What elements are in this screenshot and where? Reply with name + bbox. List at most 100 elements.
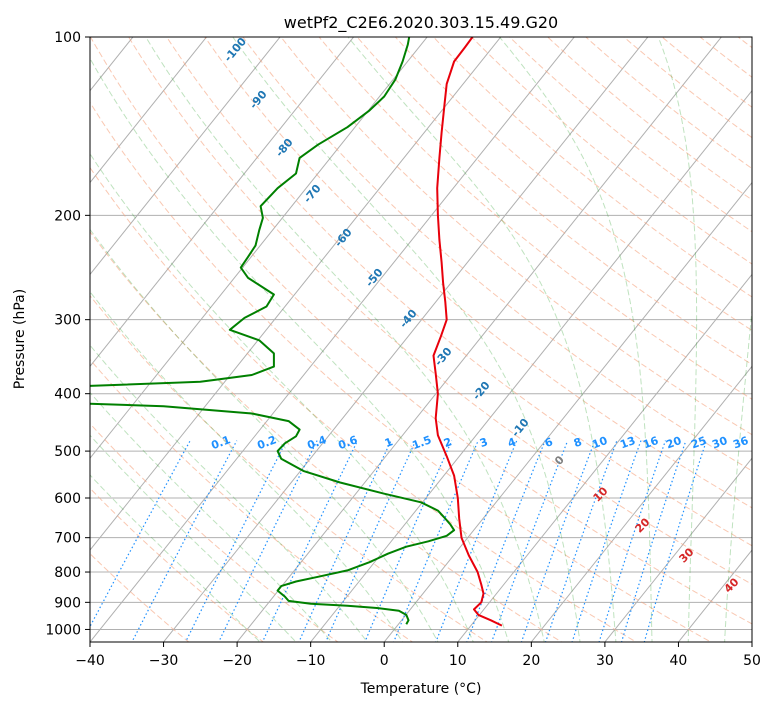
mixing-ratio-line [298,440,392,642]
x-tick-label: −40 [75,653,105,669]
moist-adiabat-line [498,37,653,642]
y-axis-label: Pressure (hPa) [12,289,28,389]
mixing-ratio-label: 1 [383,435,395,450]
mixing-ratio-line [261,440,359,642]
y-tick-label: 800 [54,565,81,581]
y-tick-label: 400 [54,387,81,403]
isotherm-line [457,273,752,642]
mixing-ratio-line [643,440,708,642]
mixing-ratio-line [325,440,417,642]
dry-adiabat-line [128,37,752,585]
x-tick-label: 30 [596,653,614,669]
mixing-ratio-line [598,440,667,642]
isotherm-line [90,37,428,460]
dry-adiabat-line [204,37,752,509]
mixing-ratio-line [544,440,618,642]
moist-adiabat-line [347,37,617,642]
dry-adiabat-line [280,37,752,436]
dry-adiabat-line [356,37,752,366]
y-tick-label: 700 [54,531,81,547]
dry-adiabat-line [90,231,563,642]
mixing-ratio-label: 16 [641,434,660,452]
series-lines [90,37,503,627]
y-tick-label: 200 [54,208,81,224]
mixing-ratio-label: 10 [590,434,609,452]
x-axis-label: Temperature (°C) [360,681,482,697]
moist-adiabat-line [90,344,368,642]
skewed-isotherms [90,37,752,642]
isotherm-line [90,37,502,551]
chart-title: wetPf2_C2E6.2020.303.15.49.G20 [284,13,558,33]
dry-adiabat-line [585,37,752,170]
isotherm-line [383,181,752,642]
moist-adiabat-line [145,37,545,642]
mixing-ratio-line [620,440,687,642]
mixing-ratio-label: 1.5 [410,433,433,452]
moist-adiabat-line [90,152,474,642]
x-tick-label: 0 [380,653,389,669]
background-lines [90,37,752,642]
mixing-ratio-label: 6 [543,435,555,450]
dry-adiabat-line [508,37,752,233]
dry-adiabat-line [90,487,265,642]
y-tick-label: 600 [54,491,81,507]
dry-adiabat-line [166,37,752,547]
y-tick-label: 900 [54,595,81,611]
mixing-ratio-label: 30 [710,434,729,452]
x-tick-label: 40 [670,653,688,669]
isobar-grid [90,37,752,630]
dry-adiabats [90,37,752,642]
y-tick-label: 500 [54,444,81,460]
mixing-ratio-label: 8 [572,435,584,450]
dry-adiabat-line [242,37,752,472]
dry-adiabat-line [90,422,339,642]
y-axis: 1000 900 800 700 600 500 400 300 200 100 [45,30,90,638]
mixing-ratio-line [90,440,191,628]
mixing-ratio-label: 20 [664,434,683,452]
plot-frame [89,36,753,643]
x-tick-label: 50 [743,653,761,669]
dry-adiabat-line [90,101,712,642]
dry-adiabat-line [470,37,752,265]
isotherm-line [90,37,281,276]
isotherm-line [310,89,752,642]
mixing-ratio-line [131,440,238,642]
moist-adiabat-line [724,304,752,642]
mixing-ratio-label: 36 [731,434,750,452]
isotherm-line [162,37,649,642]
y-tick-label: 100 [54,30,81,46]
mixing-ratio-label: 0.2 [255,433,278,452]
dry-adiabat-line [623,37,752,139]
moist-adiabat-line [90,228,439,642]
dry-adiabat-line [318,37,752,400]
mixing-ratio-line [364,440,453,642]
isotherm-line [236,37,723,642]
mixing-ratio-label: 3 [478,435,490,450]
x-axis: −40 −30 −20 −10 0 10 20 30 40 50 [75,642,761,669]
moist-adiabat-line [90,434,297,642]
isotherm-line [604,457,752,642]
mixing-ratio-line [218,440,318,642]
x-tick-label: 20 [522,653,540,669]
isotherm-line [530,365,752,642]
isotherm-line [90,37,575,642]
x-tick-label: −30 [149,653,179,669]
x-tick-label: 10 [449,653,467,669]
mixing-ratio-lines [90,440,708,642]
dry-adiabat-line [394,37,752,332]
isotherm-line [90,37,208,184]
mixing-ratio-label: 0.4 [305,433,328,452]
moist-adiabat-line [657,37,698,642]
temperature-profile-line [432,37,503,627]
dry-adiabat-line [90,358,414,642]
mixing-ratio-label: 13 [618,434,637,451]
x-tick-label: −10 [296,653,326,669]
mixing-ratio-line [184,440,288,642]
x-tick-label: −20 [222,653,252,669]
mixing-ratio-label: 4 [506,435,518,450]
isotherm-line [90,37,355,368]
mixing-ratio-line [571,440,642,642]
y-tick-label: 300 [54,313,81,329]
dry-adiabat-line [90,37,752,625]
